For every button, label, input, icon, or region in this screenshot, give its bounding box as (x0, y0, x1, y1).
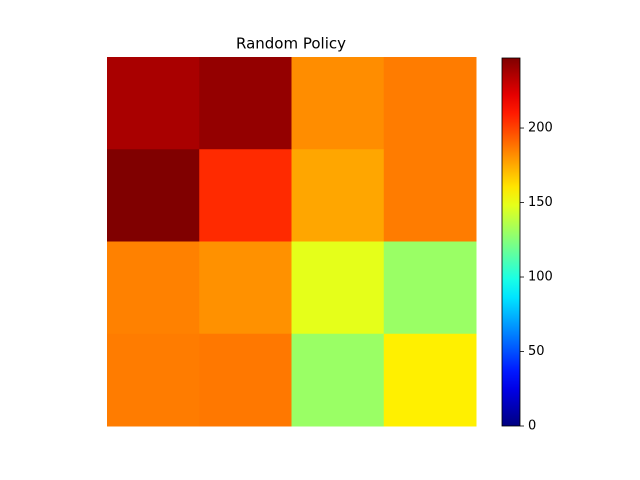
heatmap-cell (291, 241, 385, 335)
heatmap-cell (291, 149, 385, 242)
heatmap-cell (383, 241, 477, 335)
heatmap-cell (383, 57, 477, 150)
heatmap-cell (199, 57, 292, 150)
colorbar-tick-label: 0 (528, 419, 536, 434)
heatmap-cell (107, 333, 200, 427)
chart-title: Random Policy (236, 35, 346, 53)
heatmap-cell (291, 333, 385, 427)
heatmap-cell (107, 149, 200, 242)
colorbar-tick-label: 100 (528, 270, 553, 285)
colorbar-tick-label: 50 (528, 344, 545, 359)
heatmap-cell (291, 57, 385, 150)
heatmap-cell (107, 241, 200, 335)
colorbar-tick-label: 200 (528, 121, 553, 136)
heatmap-cell (199, 241, 292, 335)
colorbar-tick-label: 150 (528, 195, 553, 210)
heatmap-cell (199, 333, 292, 427)
heatmap-cell (199, 149, 292, 242)
colorbar (501, 57, 521, 427)
heatmap-cell (107, 57, 200, 150)
heatmap-cell (383, 333, 477, 427)
heatmap-cell (383, 149, 477, 242)
